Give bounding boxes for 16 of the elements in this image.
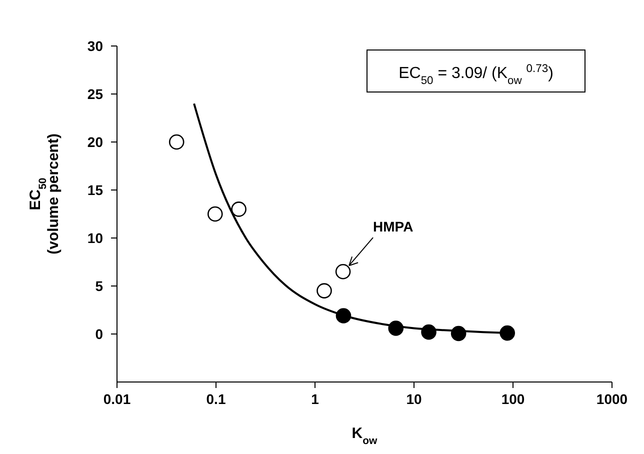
- x-tick-label: 100: [501, 391, 525, 407]
- x-tick-label: 0.01: [103, 391, 131, 407]
- annotation: HMPA: [373, 218, 414, 235]
- y-tick-label: 30: [87, 38, 104, 54]
- y-tick-label: 10: [87, 230, 104, 246]
- x-tick-label: 0.1: [206, 391, 226, 407]
- x-tick-label: 1000: [596, 391, 628, 407]
- x-axis-title: K$_{ow}$: [352, 425, 378, 447]
- annotation: EC$_{50}$ = 3.09/ (K$_{ow}$ $^{0.73}$): [398, 63, 554, 87]
- x-tick-label: 10: [406, 391, 422, 407]
- y-tick-label: 20: [87, 134, 104, 150]
- y-tick-label: 15: [87, 182, 104, 198]
- y-tick-label: 25: [87, 86, 104, 102]
- y-tick-label: 5: [95, 278, 104, 294]
- x-tick-label: 1: [311, 391, 320, 407]
- y-tick-label: 0: [95, 326, 104, 342]
